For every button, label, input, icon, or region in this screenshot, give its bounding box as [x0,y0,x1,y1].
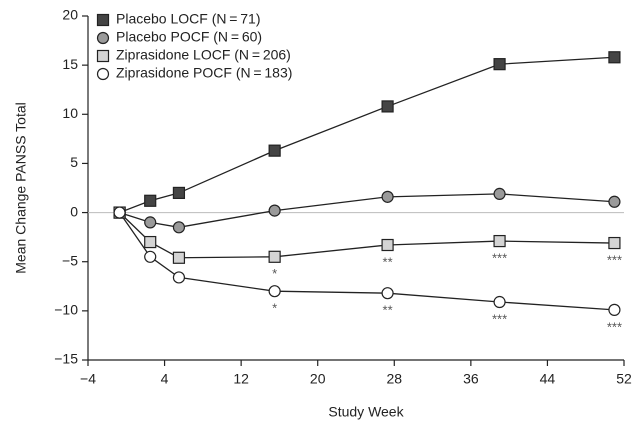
point [381,287,394,300]
legend-label: Placebo POCF (N = 60) [116,29,262,45]
y-tick-label: 10 [62,105,78,121]
point [608,195,621,208]
point [493,234,506,248]
significance-label: ** [383,303,393,318]
point [493,187,506,200]
significance-label: *** [492,251,507,266]
y-tick-label: 5 [70,154,78,170]
x-tick-label: 44 [540,371,556,387]
point [608,303,621,316]
point [608,236,621,250]
point [172,251,186,264]
point [144,194,157,207]
x-tick-label: 28 [386,371,402,387]
legend-marker [96,67,110,81]
y-tick-label: 15 [62,56,78,72]
x-axis-label: Study Week [328,404,404,420]
series-line [119,212,615,311]
point [268,250,281,263]
significance-label: *** [492,311,507,326]
point [268,285,281,298]
point [144,216,157,229]
point [493,295,506,309]
point [381,190,394,203]
series-line [119,212,615,259]
significance-label: ** [383,254,393,269]
y-tick-label: 20 [62,7,78,23]
y-tick-label: −15 [54,351,78,367]
y-tick-label: −10 [54,302,78,318]
point [493,58,506,71]
significance-label: *** [607,252,622,267]
legend-marker [96,31,110,45]
significance-label: * [272,301,277,316]
legend-label: Ziprasidone LOCF (N = 206) [116,47,291,63]
point [268,204,281,217]
legend-marker [96,13,110,27]
point [172,186,186,200]
point [144,235,157,249]
y-tick-label: −5 [62,252,78,268]
legend-label: Ziprasidone POCF (N = 183) [116,65,292,81]
y-tick-label: 0 [70,203,78,219]
x-tick-label: 36 [463,371,479,387]
point [268,144,281,157]
y-axis-label: Mean Change PANSS Total [13,102,29,273]
x-tick-label: −4 [80,371,96,387]
point [172,221,186,234]
point [113,206,126,219]
x-tick-label: 4 [161,371,169,387]
significance-label: * [272,266,277,281]
point [172,271,186,284]
point [608,51,621,64]
series-line [119,193,615,228]
significance-label: *** [607,319,622,334]
x-tick-label: 20 [310,371,326,387]
x-tick-label: 12 [233,371,249,387]
x-tick-label: 52 [616,371,632,387]
point [144,250,157,263]
legend-marker [96,49,110,63]
point [381,238,394,252]
legend-label: Placebo LOCF (N = 71) [116,11,261,27]
point [381,100,394,113]
